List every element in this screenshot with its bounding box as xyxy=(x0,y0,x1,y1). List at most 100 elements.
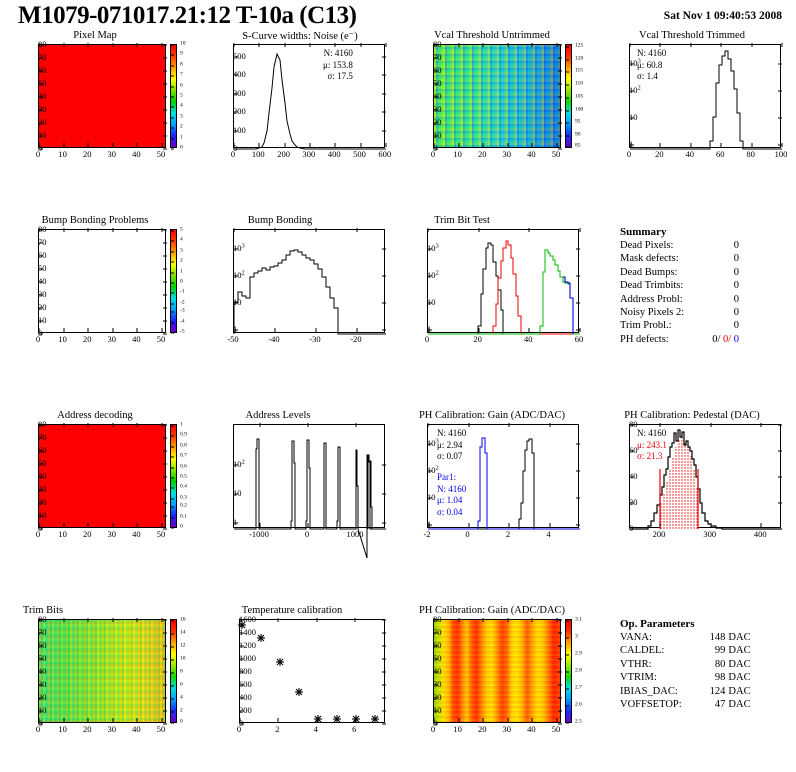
row-label: Trim Probl.: xyxy=(620,320,672,332)
axis-tick-mark xyxy=(38,423,40,427)
row-unit: DAC xyxy=(728,685,751,697)
plot-area[interactable] xyxy=(38,228,167,335)
color-bar-tick-mark xyxy=(171,698,174,700)
axis-tick-mark xyxy=(382,723,386,725)
axis-tick-mark xyxy=(39,424,43,426)
axis-tick-mark xyxy=(163,307,167,309)
axis-tick-mark xyxy=(482,618,484,622)
axis-tick-mark xyxy=(710,423,712,427)
axis-tick-mark xyxy=(630,144,634,146)
plot-area[interactable] xyxy=(433,43,562,150)
plot-area[interactable] xyxy=(233,423,386,559)
stat-n: N: 4160 xyxy=(637,428,667,438)
plot-area[interactable] xyxy=(433,618,562,725)
axis-tick-mark xyxy=(630,450,634,452)
axis-tick-mark xyxy=(163,96,167,98)
stat-label: Par1: xyxy=(437,472,456,482)
axis-tick-mark xyxy=(427,523,429,527)
plot-area[interactable] xyxy=(629,43,783,150)
op-parameters-heading: Op. Parameters xyxy=(620,618,695,630)
row-value: 0 xyxy=(733,240,740,251)
axis-tick-mark xyxy=(163,424,167,426)
op-parameters-panel: Op. Parameters VANA: 148 DAC CALDEL: 99 … xyxy=(620,618,751,712)
axis-tick-mark xyxy=(239,618,241,622)
panel-title: Temperature calibration xyxy=(241,605,343,616)
axis-tick-mark xyxy=(39,122,43,124)
plot-area[interactable] xyxy=(38,423,167,530)
table-row: VANA: 148 DAC xyxy=(620,632,751,645)
axis-tick-mark xyxy=(112,143,114,147)
table-row: Dead Bumps: 0 xyxy=(620,267,739,280)
axis-tick-mark xyxy=(382,632,386,634)
stat-mu: μ: 2.94 xyxy=(437,439,463,450)
axis-tick-mark xyxy=(39,515,43,517)
axis-tick-mark xyxy=(630,424,634,426)
stat-mu: μ: 153.8 xyxy=(323,59,353,70)
axis-tick-mark xyxy=(355,423,357,427)
plot-area[interactable] xyxy=(38,618,167,725)
page-title: M1079-071017.21:12 T-10a (C13) xyxy=(18,2,357,29)
axis-tick-mark xyxy=(39,109,43,111)
plot-area[interactable] xyxy=(233,43,387,150)
axis-tick-mark xyxy=(428,443,432,445)
axis-tick-mark xyxy=(284,143,286,147)
axis-tick-mark xyxy=(239,718,241,722)
row-value: 124 xyxy=(709,685,726,697)
axis-tick-mark xyxy=(630,502,634,504)
axis-tick-mark xyxy=(39,619,43,621)
axis-tick-mark xyxy=(163,229,167,231)
pedestal-outline xyxy=(630,429,782,530)
axis-tick-mark xyxy=(112,328,114,332)
plot-area[interactable] xyxy=(238,618,386,725)
axis-tick-mark xyxy=(240,645,244,647)
stat-sigma: σ: 17.5 xyxy=(327,71,353,82)
axis-tick-mark xyxy=(428,524,432,526)
axis-tick-mark xyxy=(234,148,238,150)
axis-tick-mark xyxy=(556,43,558,47)
color-bar-tick-mark xyxy=(566,46,569,48)
row-unit: DAC xyxy=(728,699,751,711)
axis-tick-mark xyxy=(434,83,438,85)
plot-area[interactable] xyxy=(38,43,167,150)
axis-tick-mark xyxy=(163,281,167,283)
panel-bump-bonding-problems: Bump Bonding Problems 5 4 3 2 1 0 -1 -2 … xyxy=(10,215,196,347)
axis-tick-mark xyxy=(531,43,533,47)
axis-tick-mark xyxy=(163,135,167,137)
axis-tick-mark xyxy=(382,130,386,131)
axis-tick-mark xyxy=(382,148,386,150)
panel-title: Bump Bonding xyxy=(247,215,313,226)
axis-tick-mark xyxy=(136,618,138,622)
axis-tick-mark xyxy=(354,718,356,722)
axis-tick-mark xyxy=(309,43,311,47)
axis-tick-mark xyxy=(39,632,43,634)
axis-tick-mark xyxy=(39,44,43,46)
axis-tick-mark xyxy=(39,489,43,491)
axis-tick-mark xyxy=(760,423,762,427)
color-bar-tick-mark xyxy=(171,311,174,313)
series-trimbit-1 xyxy=(428,242,580,335)
plot-area[interactable] xyxy=(427,423,580,530)
axis-tick-mark xyxy=(558,135,562,137)
axis-tick-mark xyxy=(87,718,89,722)
axis-tick-mark xyxy=(434,723,438,725)
axis-tick-mark xyxy=(382,302,386,304)
plot-area[interactable] xyxy=(233,228,386,335)
color-bar-tick-mark xyxy=(171,322,174,324)
axis-tick-mark xyxy=(39,307,43,309)
axis-tick-mark xyxy=(233,143,235,147)
color-bar-tick-mark xyxy=(566,84,569,86)
axis-tick-mark xyxy=(382,248,386,250)
color-bar-tick-mark xyxy=(171,127,174,129)
panel-temperature-calibration: Temperature calibration 0 200 400 600 xyxy=(205,605,395,737)
ph-gain-stats-blue: Par1: N: 4160 μ: 1.04 σ: 0.04 xyxy=(437,472,466,518)
axis-tick-mark xyxy=(39,645,43,647)
stat-mu: μ: 60.8 xyxy=(637,59,663,70)
plot-area[interactable] xyxy=(629,423,782,530)
color-bar-tick-mark xyxy=(171,506,174,508)
axis-tick-mark xyxy=(234,93,238,94)
axis-tick-mark xyxy=(659,423,661,427)
plot-area[interactable] xyxy=(427,228,581,335)
axis-tick-mark xyxy=(558,723,562,725)
axis-tick-mark xyxy=(163,70,167,72)
